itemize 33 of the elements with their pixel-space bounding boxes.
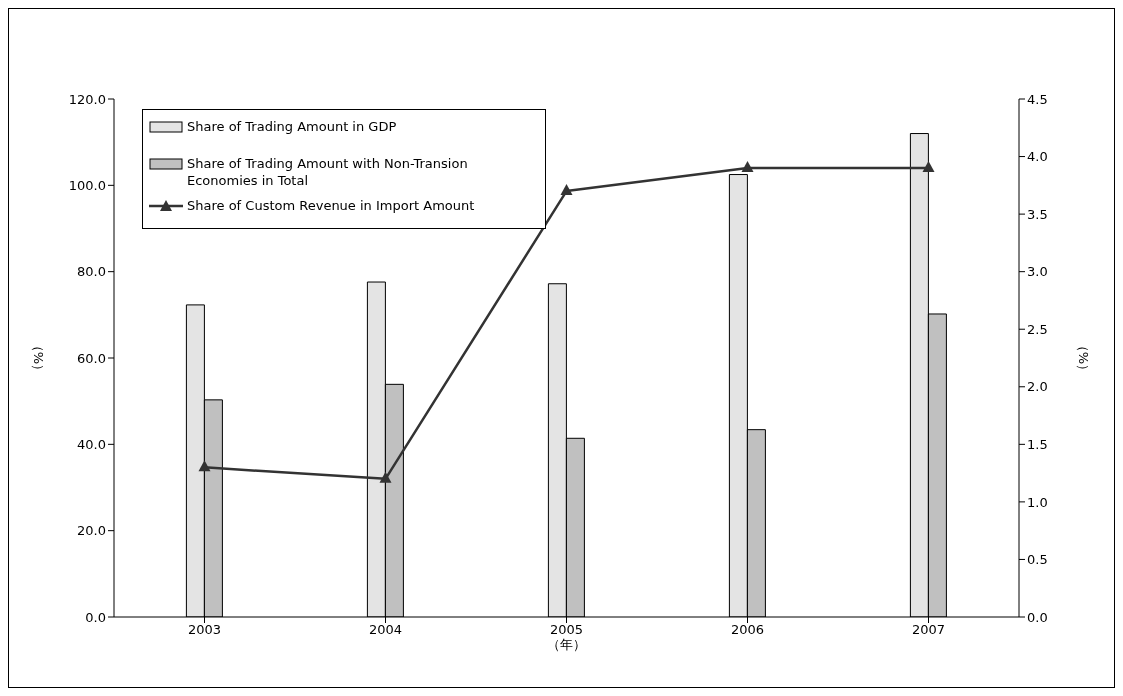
point [741, 161, 754, 173]
y2-tick-label: 1.0 [1027, 494, 1048, 510]
point [560, 184, 573, 196]
x-tick-label: 2003 [187, 622, 222, 638]
y-tick-label: 40.0 [77, 436, 106, 452]
y2-tick-label: 3.0 [1027, 264, 1048, 280]
x-tick-label: 2007 [911, 622, 946, 638]
x-axis-title: （年） [547, 637, 586, 652]
x-tick-label: 2006 [730, 622, 765, 638]
point [198, 460, 211, 472]
y2-tick-label: 0.5 [1027, 552, 1048, 568]
y2-tick-label: 4.5 [1027, 91, 1048, 107]
point [379, 471, 392, 483]
y-tick-label: 120.0 [68, 91, 106, 107]
y2-tick-label: 2.5 [1027, 321, 1048, 337]
y-tick-label: 80.0 [77, 264, 106, 280]
y-tick-label: 100.0 [68, 177, 106, 193]
legend-label: Share of Custom Revenue in Import Amount [187, 197, 475, 214]
legend-label: Share of Trading Amount with Non-Transion Economies in Total [187, 155, 469, 189]
y2-tick-label: 4.0 [1027, 149, 1048, 165]
x-tick-label: 2004 [368, 622, 403, 638]
point [922, 161, 935, 173]
y-axis-title: （%） [31, 338, 47, 378]
y2-axis-title: （%） [1076, 338, 1092, 378]
y2-tick-label: 3.5 [1027, 206, 1048, 222]
x-tick-label: 2005 [549, 622, 584, 638]
y-tick-label: 20.0 [77, 523, 106, 539]
y2-tick-label: 2.0 [1027, 379, 1048, 395]
y-tick-label: 60.0 [77, 350, 106, 366]
y2-tick-label: 0.0 [1027, 609, 1048, 625]
y2-tick-label: 1.5 [1027, 436, 1048, 452]
legend-label: Share of Trading Amount in GDP [187, 118, 397, 135]
y-tick-label: 0.0 [85, 609, 106, 625]
